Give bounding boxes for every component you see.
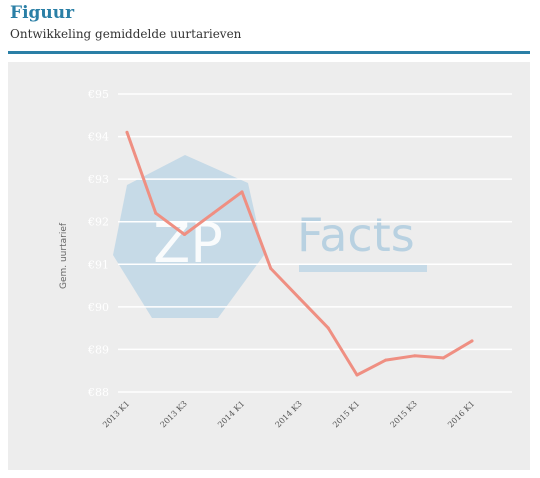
- x-tick-label: 2014 K3: [274, 399, 304, 429]
- x-tick-label: 2013 K3: [159, 399, 189, 429]
- y-tick-label: €93: [87, 173, 109, 186]
- watermark-underline: [299, 265, 427, 272]
- data-point: [183, 232, 186, 236]
- x-tick-label: 2014 K1: [216, 399, 246, 429]
- data-point: [441, 356, 445, 360]
- y-tick-label: €89: [87, 343, 109, 356]
- data-point: [384, 358, 388, 362]
- watermark-text: Facts: [297, 208, 415, 262]
- y-tick-labels: €88 €89 €90 €91 €92 €93 €94 €95: [87, 88, 109, 399]
- x-tick-label: 2015 K3: [389, 399, 419, 429]
- y-tick-label: €95: [87, 88, 109, 101]
- x-tick-label: 2013 K1: [101, 399, 131, 429]
- data-point: [240, 190, 244, 194]
- series-group: [125, 130, 474, 377]
- figure-title: Figuur: [10, 3, 75, 23]
- y-axis-label: Gem. uurtarief: [59, 222, 69, 289]
- x-tick-labels: 2013 K1 2013 K3 2014 K1 2014 K3 2015 K1 2015 …: [101, 399, 476, 429]
- y-tick-label: €88: [87, 386, 109, 399]
- data-point: [326, 326, 330, 330]
- y-tick-label: €92: [87, 216, 109, 229]
- figure-subtitle: Ontwikkeling gemiddelde uurtarieven: [10, 27, 242, 41]
- data-point: [470, 339, 474, 343]
- data-point: [355, 373, 359, 377]
- data-point: [298, 296, 301, 300]
- data-point: [413, 354, 416, 358]
- data-point: [125, 130, 129, 134]
- data-point: [269, 267, 273, 271]
- y-tick-label: €90: [87, 301, 109, 314]
- y-tick-label: €94: [87, 131, 109, 144]
- header-rule: [8, 51, 530, 54]
- data-point: [154, 211, 158, 215]
- data-point: [211, 211, 215, 215]
- x-tick-label: 2016 K1: [446, 399, 476, 429]
- x-tick-label: 2015 K1: [331, 399, 361, 429]
- y-tick-label: €91: [87, 258, 109, 271]
- grid-lines: [118, 93, 512, 393]
